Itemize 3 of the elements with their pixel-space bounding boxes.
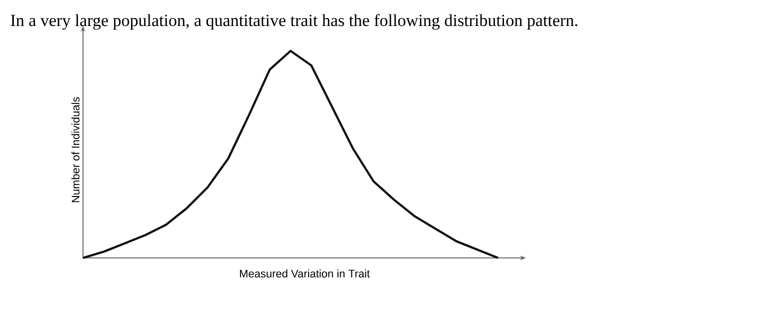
chart-title: In a very large population, a quantitative trait has the following distribution pattern. [10, 14, 578, 30]
x-axis-title: Measured Variation in Trait [240, 269, 370, 278]
y-axis-title: Number of Individuals [71, 97, 80, 202]
